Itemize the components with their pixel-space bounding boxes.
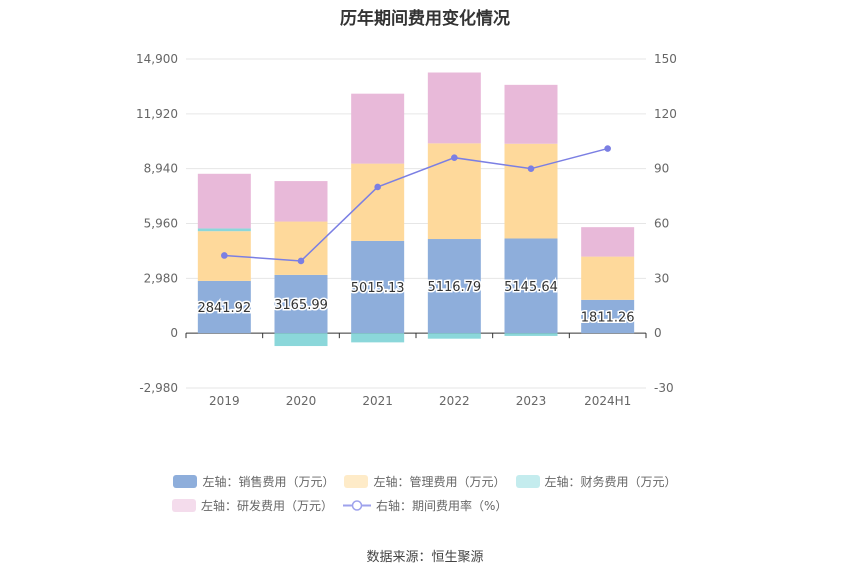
right-tick-label-3: 60 (654, 217, 669, 231)
bar-s2-2022 (427, 333, 481, 339)
left-tick-label-6: 14,900 (136, 52, 178, 66)
bar-s3-2020 (274, 181, 328, 222)
left-tick-label-3: 5,960 (144, 217, 178, 231)
bar-s3-2021 (351, 93, 405, 164)
bar-s1-2024H1 (581, 256, 635, 300)
left-tick-label-2: 2,980 (144, 271, 178, 285)
sales-label-2023: 5145.64 (504, 280, 558, 295)
bars (197, 72, 635, 347)
bar-s0-2020 (274, 274, 328, 334)
legend-finance-label: 左轴：财务费用（万元） (544, 475, 677, 489)
chart-svg: -2,980 0 2,980 5,960 8,940 11,920 14,900 -30 0 3… (136, 52, 677, 408)
x-tick-label-2019: 2019 (209, 394, 240, 408)
legend-rnd-swatch (172, 499, 196, 512)
bar-s2-2019 (197, 228, 251, 232)
ratio-point-2022 (451, 154, 458, 161)
legend-sales-label: 左轴：销售费用（万元） (202, 475, 335, 489)
ratio-point-2021 (374, 183, 381, 191)
sales-label-2022: 5116.79 (427, 280, 481, 295)
legend-finance-swatch (515, 475, 540, 488)
bar-labels: 2841.92 3165.99 5015.13 5116.79 5145.64 1811.… (196, 278, 636, 327)
sales-label-2020: 3165.99 (274, 298, 328, 313)
bar-s3-2023 (504, 84, 558, 144)
x-tick-label-2020: 2020 (286, 394, 317, 408)
bar-s2-2023 (504, 333, 558, 336)
legend-rnd-label: 左轴：研发费用（万元） (201, 499, 334, 513)
legend-admin-label: 左轴：管理费用（万元） (373, 475, 506, 489)
bar-s3-2022 (427, 72, 481, 144)
bar-s0-2021 (351, 240, 405, 334)
left-tick-label-5: 11,920 (136, 107, 178, 121)
bar-s2-2021 (351, 333, 405, 343)
sales-label-2024H1: 1811.26 (581, 311, 635, 326)
right-tick-label-0: -30 (654, 381, 674, 395)
sales-label-2021: 5015.13 (351, 281, 405, 296)
legend-admin-swatch (344, 475, 369, 488)
bar-s3-2024H1 (581, 227, 635, 257)
x-tick-label-2023: 2023 (516, 394, 547, 408)
right-tick-label-5: 120 (654, 107, 677, 121)
right-axis-ticks: -30 0 30 60 90 120 150 (654, 52, 677, 395)
x-tick-label-2021: 2021 (362, 394, 393, 408)
x-axis (185, 332, 647, 339)
legend-finance[interactable]: 左轴：财务费用（万元） (515, 473, 677, 490)
grid-lines (186, 58, 646, 389)
sales-label-2019: 2841.92 (197, 301, 251, 316)
left-tick-label-1: 0 (170, 326, 178, 340)
left-tick-label-4: 8,940 (144, 162, 178, 176)
bar-s0-2019 (197, 280, 251, 334)
bar-s2-2020 (274, 333, 328, 347)
bar-s1-2021 (351, 163, 405, 241)
left-axis-ticks: -2,980 0 2,980 5,960 8,940 11,920 14,900 (136, 52, 178, 395)
x-tick-label-2024H1: 2024H1 (584, 394, 631, 408)
legend-row-2: 左轴：研发费用（万元） 右轴：期间费用率（%） (0, 497, 850, 514)
ratio-point-2024H1 (604, 145, 611, 152)
bar-s0-2024H1 (581, 299, 635, 334)
legend-sales[interactable]: 左轴：销售费用（万元） (173, 473, 334, 490)
legend-sales-swatch (173, 475, 198, 488)
legend-admin[interactable]: 左轴：管理费用（万元） (344, 473, 506, 490)
legend-rnd[interactable]: 左轴：研发费用（万元） (172, 497, 333, 514)
right-tick-label-6: 150 (654, 52, 677, 66)
right-tick-label-2: 30 (654, 271, 669, 285)
x-axis-ticks: 2019 2020 2021 2022 2023 2024H1 (209, 394, 631, 408)
bar-s3-2019 (197, 173, 251, 229)
ratio-point-2019 (221, 252, 228, 259)
data-source: 数据来源：恒生聚源 (366, 550, 484, 565)
chart-title: 历年期间费用变化情况 (340, 9, 510, 29)
legend-ratio[interactable]: 右轴：期间费用率（%） (343, 497, 507, 514)
legend-ratio-swatch (343, 500, 372, 511)
ratio-point-2020 (297, 257, 305, 265)
ratio-polyline (224, 147, 608, 262)
left-tick-label-0: -2,980 (139, 381, 178, 395)
bar-s1-2020 (274, 221, 328, 275)
bar-s0-2022 (427, 239, 481, 334)
bar-s0-2023 (504, 238, 558, 334)
ratio-point-2023 (527, 165, 535, 172)
legend-row-1: 左轴：销售费用（万元） 左轴：管理费用（万元） 左轴：财务费用（万元） (0, 473, 850, 490)
right-tick-label-4: 90 (654, 162, 669, 176)
bar-s1-2023 (504, 143, 558, 239)
x-tick-label-2022: 2022 (439, 394, 470, 408)
ratio-line (221, 145, 611, 265)
legend-ratio-label: 右轴：期间费用率（%） (376, 499, 508, 513)
right-tick-label-1: 0 (654, 326, 662, 340)
